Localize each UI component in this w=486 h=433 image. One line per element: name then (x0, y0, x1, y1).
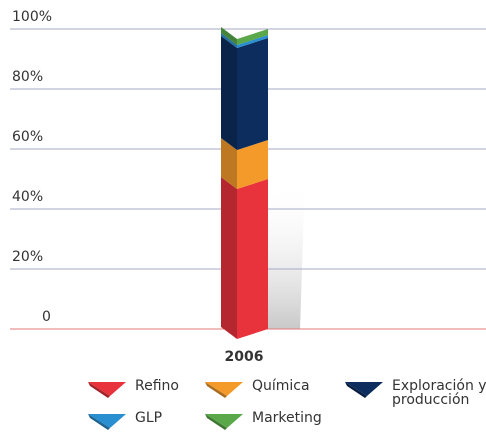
y-tick-label: 40% (12, 189, 43, 205)
bar-side (221, 36, 237, 150)
bar-front (237, 140, 268, 189)
bar-front (237, 179, 268, 339)
legend-label: Marketing (252, 410, 322, 426)
bar-side (221, 33, 237, 48)
legend-swatch (88, 382, 126, 396)
bar-side (221, 27, 237, 45)
legend-swatch-side (205, 382, 227, 398)
legend-swatch (205, 382, 243, 396)
legend-swatch-side (205, 414, 227, 430)
legend-label: Refino (135, 378, 179, 394)
bar-front (237, 35, 268, 48)
legend-swatch (205, 414, 243, 428)
legend-swatch-side (88, 414, 110, 430)
bar-side (221, 138, 237, 189)
y-tick-label: 80% (12, 69, 43, 85)
bar-segment (221, 138, 268, 189)
legend-swatch-side (345, 382, 367, 398)
bar-front (237, 38, 268, 150)
legend-label: GLP (135, 410, 163, 426)
y-tick-label: 0 (42, 309, 51, 325)
legend-swatch (345, 382, 383, 396)
bar-segment (221, 33, 268, 48)
x-tick-label: 2006 (225, 349, 264, 365)
bar-segment (221, 177, 268, 339)
legend-label: Química (252, 378, 310, 394)
bar-segment (221, 36, 268, 150)
bar-segment (221, 27, 268, 45)
y-tick-label: 60% (12, 129, 43, 145)
legend-label: Exploración y producción (392, 378, 486, 408)
y-tick-label: 20% (12, 249, 43, 265)
legend-swatch-side (88, 382, 110, 398)
legend-swatch (88, 414, 126, 428)
bar-side (221, 177, 237, 339)
y-tick-label: 100% (12, 9, 52, 25)
bar-front (237, 29, 268, 45)
bar-shadow (268, 180, 305, 329)
